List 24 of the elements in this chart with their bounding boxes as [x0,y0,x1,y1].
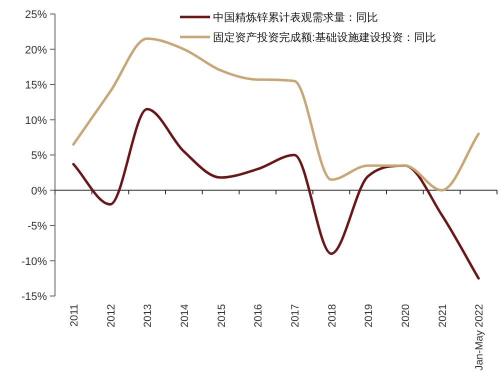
legend-label: 中国精炼锌累计表观需求量：同比 [213,11,378,24]
x-tick-label: 2011 [68,304,80,327]
y-tick-label: 20% [24,44,48,56]
x-tick-label: 2017 [289,304,302,328]
x-tick-label: 2020 [400,304,412,328]
legend-label: 固定资产投资完成额:基础设施建设投资：同比 [213,31,436,44]
y-tick-label: -5% [27,220,48,232]
x-tick-label: Jan-May 2022 [474,304,486,371]
y-tick-label: -10% [21,256,48,268]
x-tick-label: 2018 [326,304,338,328]
y-tick-label: -15% [21,291,48,303]
x-tick-label: 2014 [178,304,191,328]
y-tick-label: 15% [24,80,48,92]
x-tick-label: 2016 [252,304,265,328]
y-tick-label: 25% [24,9,48,21]
y-tick-label: 5% [31,150,48,162]
x-tick-label: 2013 [142,304,154,328]
y-tick-label: 0% [31,185,48,198]
line-series [72,108,480,280]
x-tick-label: 2021 [436,304,449,328]
x-tick-label: 2015 [216,304,228,328]
x-tick-label: 2012 [105,304,118,328]
y-tick-label: 10% [24,114,48,127]
x-tick-label: 2019 [363,304,376,328]
